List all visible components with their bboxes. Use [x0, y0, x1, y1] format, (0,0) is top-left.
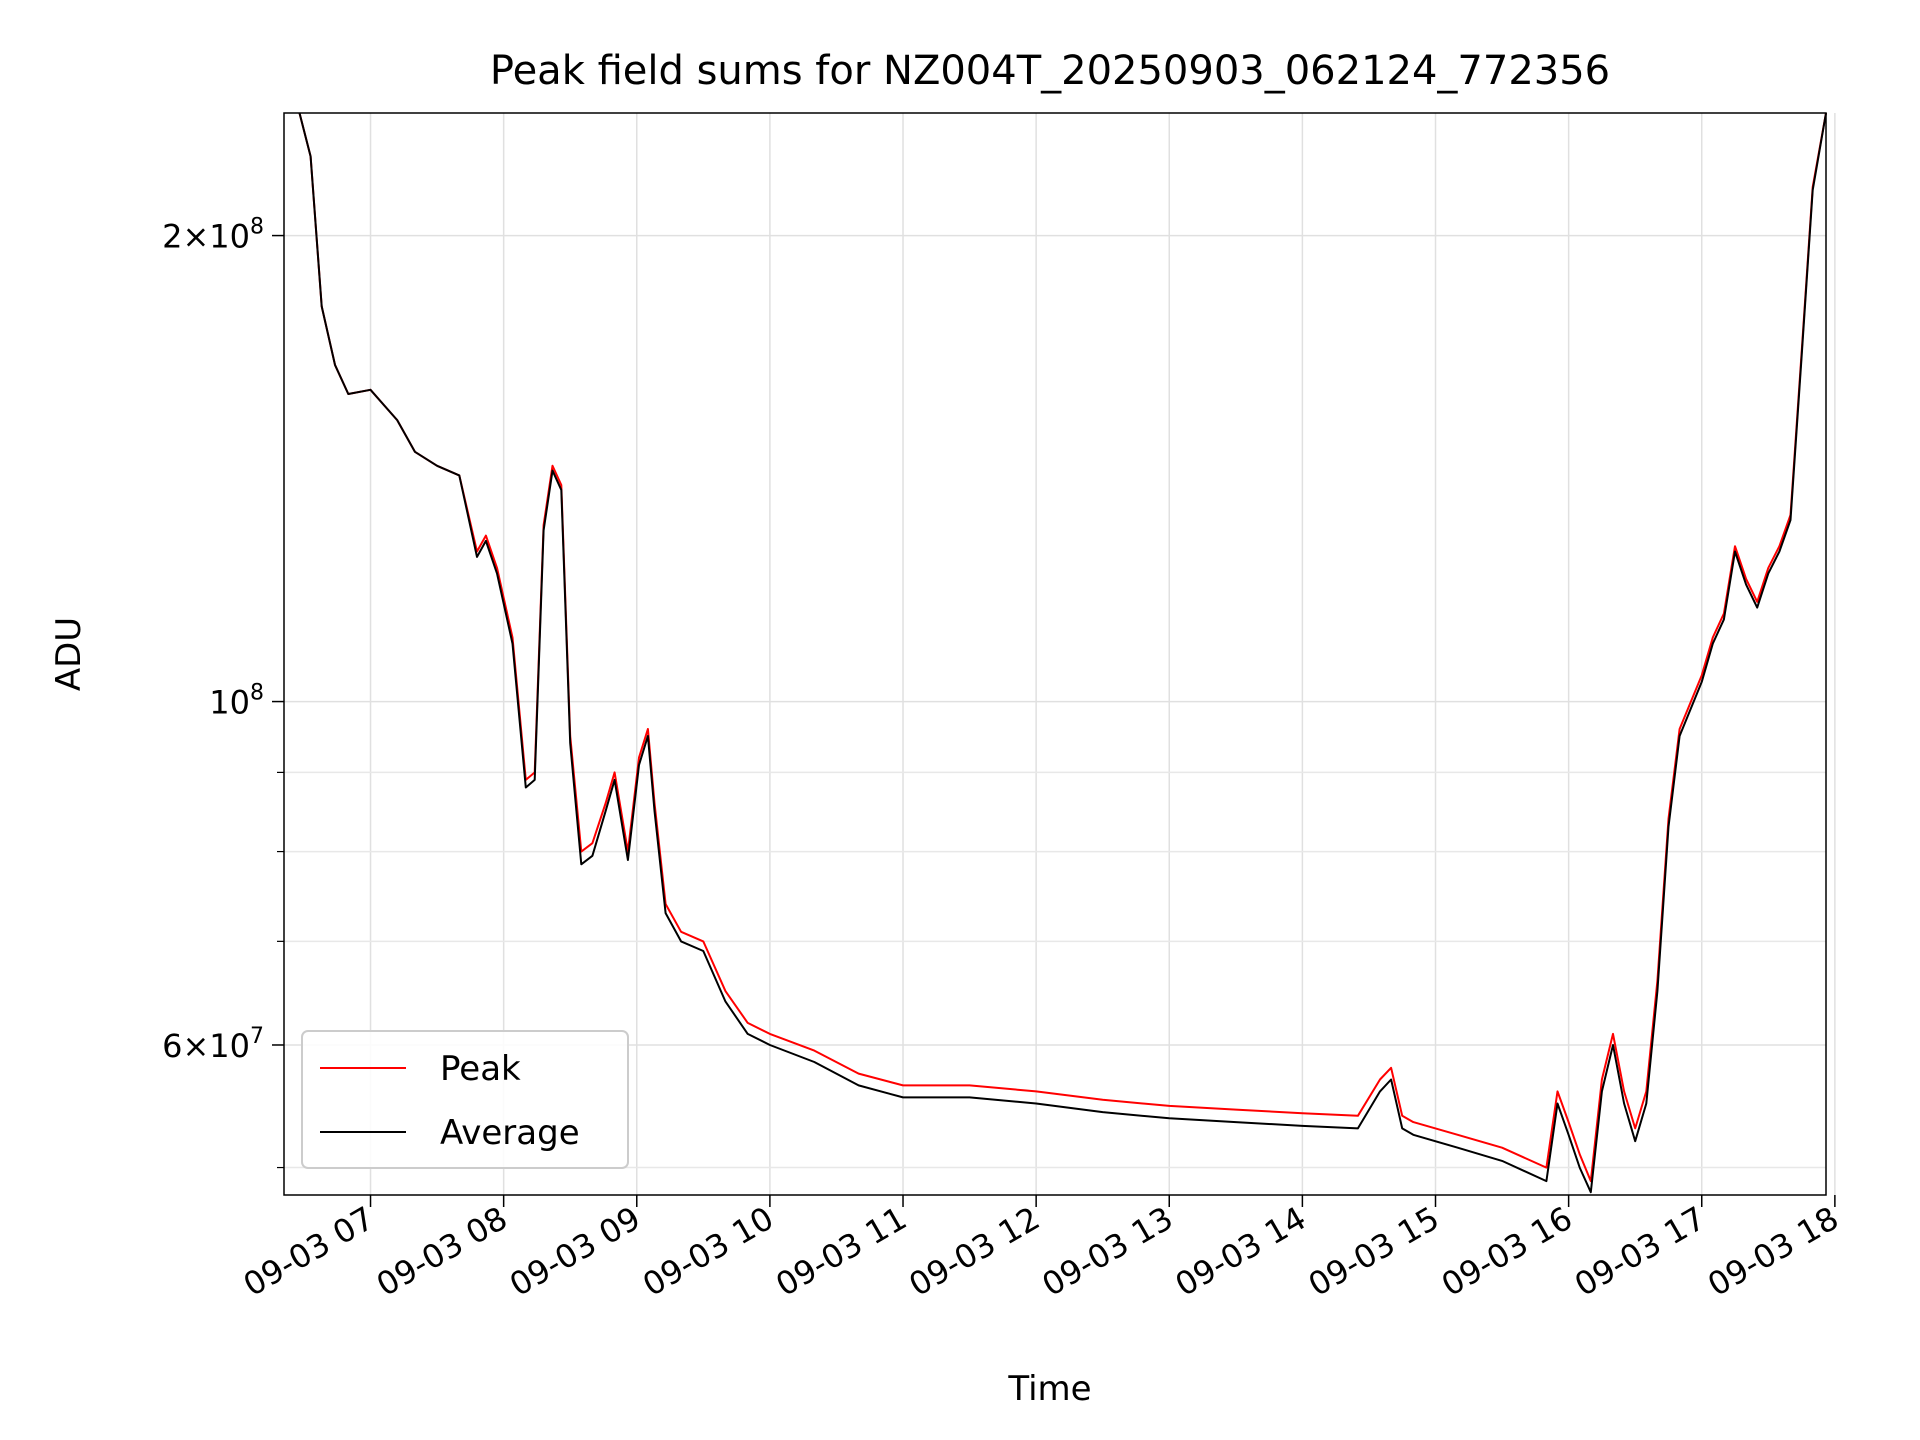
x-axis-label: Time [1007, 1369, 1091, 1409]
plot-series [298, 112, 1827, 1194]
y-tick-label: 2×108 [162, 215, 264, 256]
legend: Peak Average [301, 1030, 629, 1169]
y-axis-label: ADU [49, 617, 89, 691]
y-tick-label: 108 [209, 681, 264, 722]
legend-label-peak: Peak [440, 1049, 521, 1089]
y-axis-ticks: 6×107 108 2×108 [162, 215, 284, 1169]
y-tick-label: 6×107 [162, 1024, 264, 1065]
plot-frame [283, 112, 1827, 1196]
grid [284, 113, 1836, 1195]
series-line-average [298, 112, 1827, 1194]
legend-label-average: Average [440, 1113, 580, 1153]
chart-title: Peak field sums for NZ004T_20250903_0621… [490, 48, 1610, 94]
legend-box [301, 1030, 629, 1169]
